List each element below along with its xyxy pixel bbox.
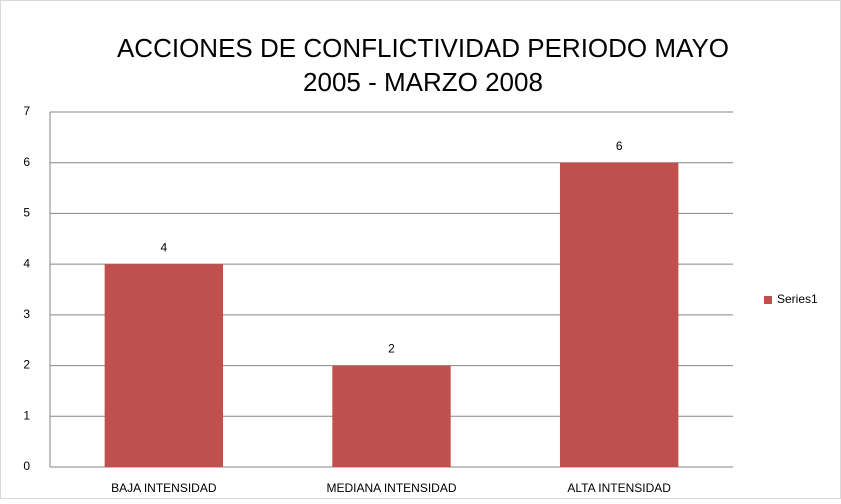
- x-tick-label: BAJA INTENSIDAD: [111, 481, 217, 495]
- chart-title: ACCIONES DE CONFLICTIVIDAD PERIODO MAYO: [117, 33, 729, 63]
- x-tick-label: ALTA INTENSIDAD: [567, 481, 671, 495]
- y-tick-label: 7: [23, 104, 30, 118]
- y-tick-label: 0: [23, 459, 30, 473]
- y-tick-label: 4: [23, 256, 30, 270]
- bar: [104, 264, 224, 467]
- bar: [559, 162, 679, 467]
- chart-title: 2005 - MARZO 2008: [303, 67, 543, 97]
- x-tick-label: MEDIANA INTENSIDAD: [326, 481, 456, 495]
- legend-swatch: [764, 296, 772, 304]
- y-tick-label: 3: [23, 307, 30, 321]
- y-tick-label: 2: [23, 358, 30, 372]
- y-tick-label: 1: [23, 408, 30, 422]
- y-tick-label: 5: [23, 206, 30, 220]
- data-label: 6: [616, 139, 623, 153]
- y-tick-label: 6: [23, 155, 30, 169]
- legend-label: Series1: [777, 292, 818, 306]
- data-label: 4: [160, 240, 167, 254]
- bar: [332, 365, 451, 467]
- data-label: 2: [388, 342, 395, 356]
